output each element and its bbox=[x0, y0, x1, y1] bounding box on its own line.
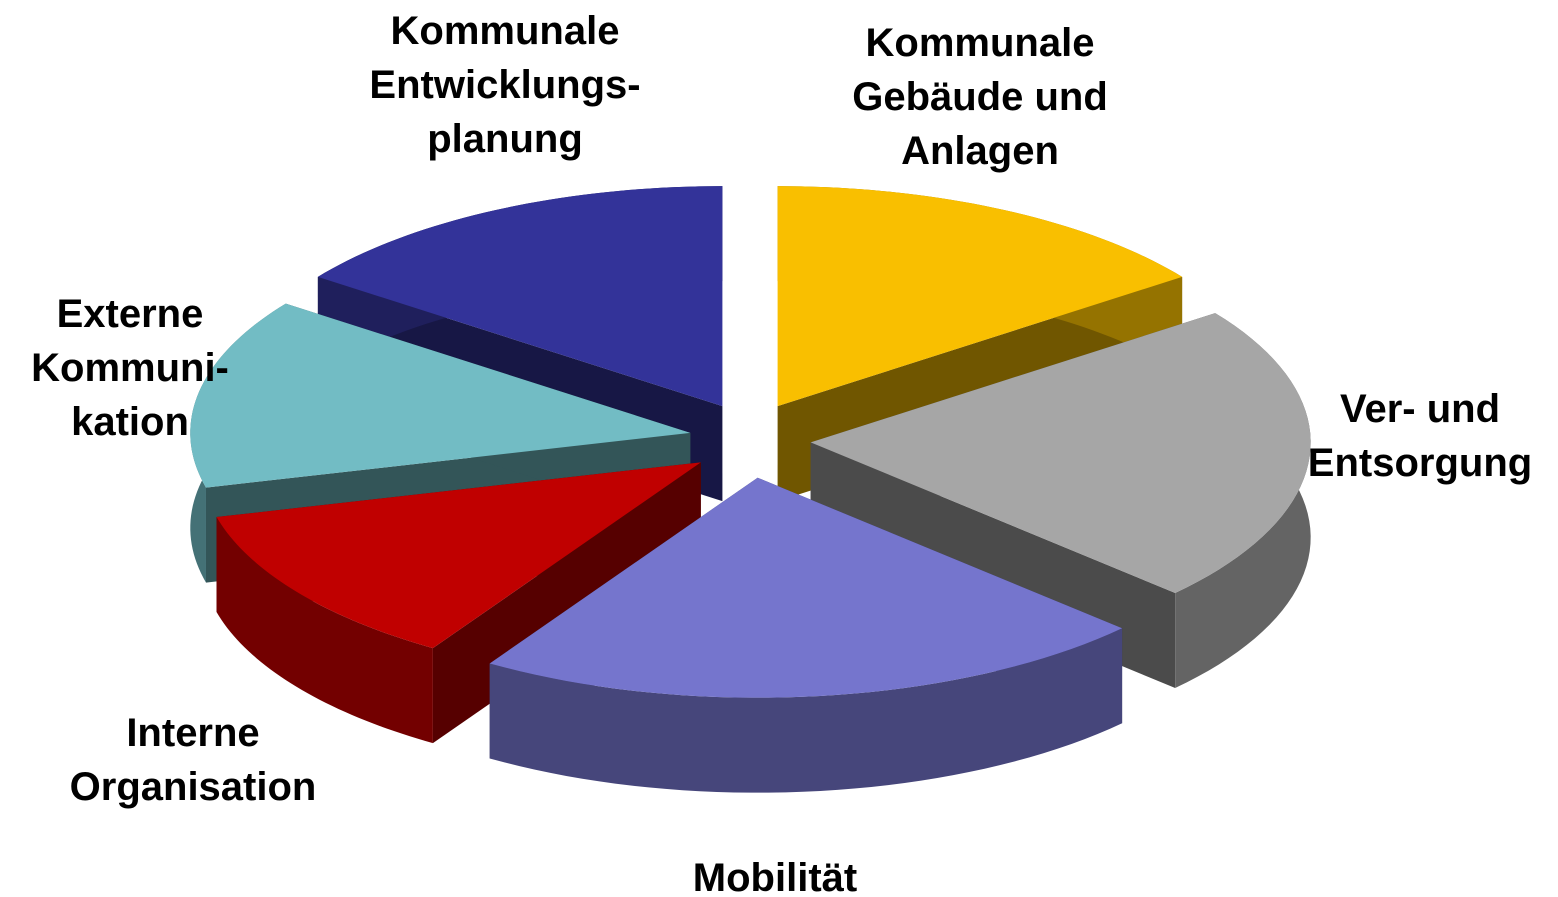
slice-top bbox=[810, 313, 1311, 593]
slice-label: Kommunale Gebäude und Anlagen bbox=[852, 21, 1108, 173]
slice-top bbox=[777, 186, 1183, 407]
slice-top bbox=[489, 477, 1123, 698]
slice-label: Mobilität bbox=[692, 856, 858, 897]
slice-top bbox=[190, 303, 691, 488]
slice-side bbox=[216, 517, 433, 744]
slice-side bbox=[489, 628, 1123, 793]
slice-top bbox=[216, 462, 701, 649]
slice-label: Ver- und Entsorgung bbox=[1307, 387, 1533, 485]
slice-label: Interne Organisation bbox=[69, 711, 317, 809]
slice-label: Kommunale Entwicklungs- planung bbox=[369, 9, 641, 161]
slice-top bbox=[317, 186, 723, 407]
slice-label: Externe Kommuni- kation bbox=[31, 292, 229, 444]
slice-tops bbox=[190, 186, 1311, 698]
